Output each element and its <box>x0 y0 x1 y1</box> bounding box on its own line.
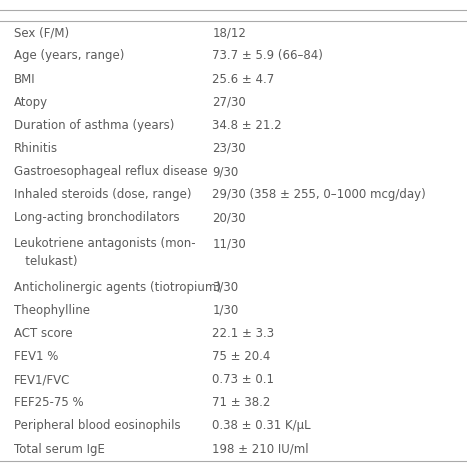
Text: Duration of asthma (years): Duration of asthma (years) <box>14 119 174 132</box>
Text: 1/30: 1/30 <box>212 304 239 317</box>
Text: 73.7 ± 5.9 (66–84): 73.7 ± 5.9 (66–84) <box>212 49 323 62</box>
Text: FEF25-75 %: FEF25-75 % <box>14 396 84 409</box>
Text: Age (years, range): Age (years, range) <box>14 49 124 62</box>
Text: Long-acting bronchodilators: Long-acting bronchodilators <box>14 211 180 224</box>
Text: Gastroesophageal reflux disease: Gastroesophageal reflux disease <box>14 165 208 178</box>
Text: 3/30: 3/30 <box>212 281 239 294</box>
Text: Anticholinergic agents (tiotropium): Anticholinergic agents (tiotropium) <box>14 281 221 294</box>
Text: 29/30 (358 ± 255, 0–1000 mcg/day): 29/30 (358 ± 255, 0–1000 mcg/day) <box>212 188 426 201</box>
Text: 11/30: 11/30 <box>212 237 246 250</box>
Text: 23/30: 23/30 <box>212 142 246 155</box>
Text: 9/30: 9/30 <box>212 165 239 178</box>
Text: FEV1 %: FEV1 % <box>14 350 58 363</box>
Text: Atopy: Atopy <box>14 96 48 109</box>
Text: Sex (F/M): Sex (F/M) <box>14 26 69 39</box>
Text: ACT score: ACT score <box>14 327 73 340</box>
Text: 25.6 ± 4.7: 25.6 ± 4.7 <box>212 73 275 86</box>
Text: 198 ± 210 IU/ml: 198 ± 210 IU/ml <box>212 443 309 455</box>
Text: FEV1/FVC: FEV1/FVC <box>14 373 71 386</box>
Text: 27/30: 27/30 <box>212 96 246 109</box>
Text: 0.38 ± 0.31 K/μL: 0.38 ± 0.31 K/μL <box>212 420 311 432</box>
Text: 34.8 ± 21.2: 34.8 ± 21.2 <box>212 119 282 132</box>
Text: BMI: BMI <box>14 73 35 86</box>
Text: Total serum IgE: Total serum IgE <box>14 443 105 455</box>
Text: Leukotriene antagonists (mon-: Leukotriene antagonists (mon- <box>14 237 196 250</box>
Text: Peripheral blood eosinophils: Peripheral blood eosinophils <box>14 420 181 432</box>
Text: 75 ± 20.4: 75 ± 20.4 <box>212 350 271 363</box>
Text: 71 ± 38.2: 71 ± 38.2 <box>212 396 271 409</box>
Text: 20/30: 20/30 <box>212 211 246 224</box>
Text: telukast): telukast) <box>14 255 78 268</box>
Text: 22.1 ± 3.3: 22.1 ± 3.3 <box>212 327 275 340</box>
Text: 0.73 ± 0.1: 0.73 ± 0.1 <box>212 373 275 386</box>
Text: Theophylline: Theophylline <box>14 304 90 317</box>
Text: 18/12: 18/12 <box>212 26 247 39</box>
Text: Inhaled steroids (dose, range): Inhaled steroids (dose, range) <box>14 188 191 201</box>
Text: Rhinitis: Rhinitis <box>14 142 58 155</box>
